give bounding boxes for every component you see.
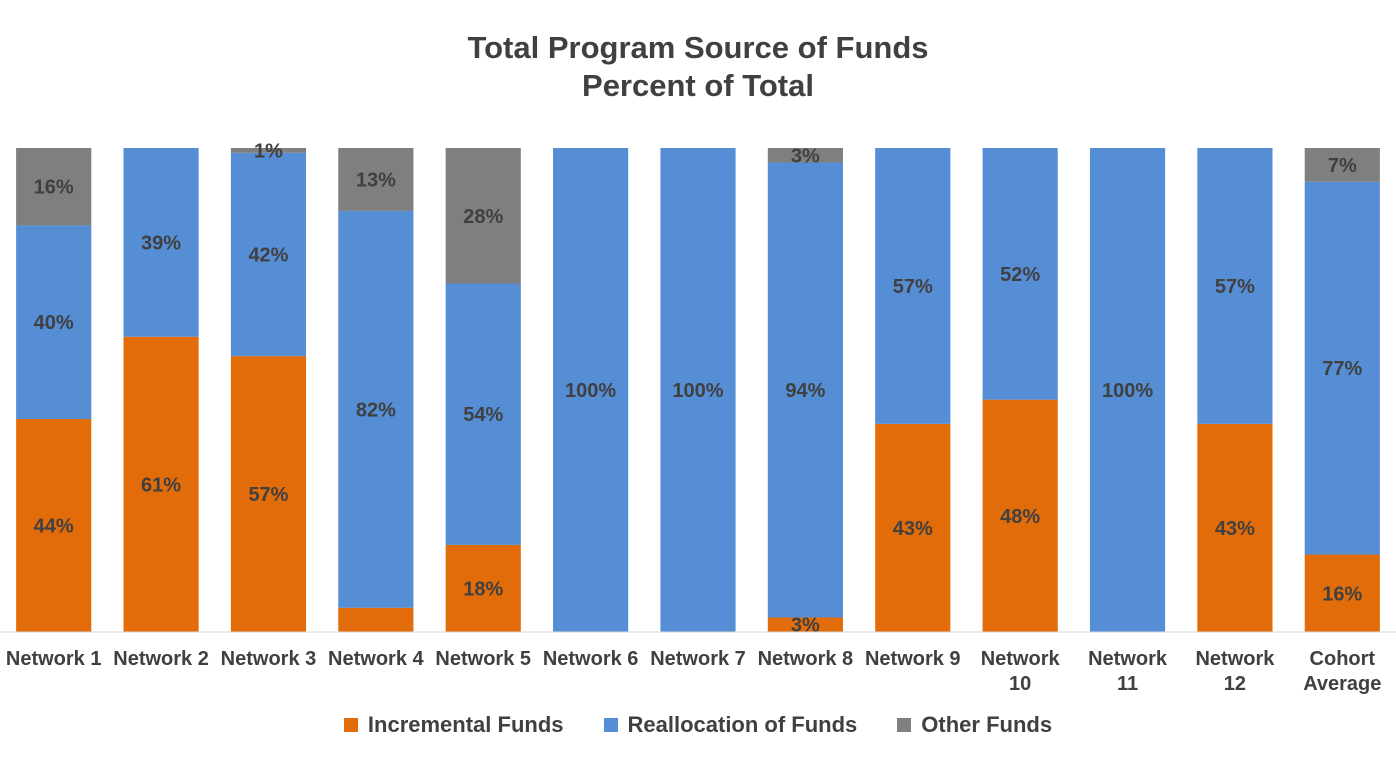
data-label: 18% <box>463 578 503 600</box>
bar-segment <box>445 544 521 632</box>
x-tick-label: Network 6 <box>543 648 639 670</box>
data-label: 42% <box>248 244 288 266</box>
x-tick-label: Network 2 <box>113 648 209 670</box>
x-tick-label: Network 5 <box>435 648 531 670</box>
legend-label-reallocation: Reallocation of Funds <box>627 712 858 737</box>
bar-segment <box>445 148 521 284</box>
bar-segment <box>123 148 199 337</box>
data-label: 16% <box>1322 583 1362 605</box>
data-label: 3% <box>791 145 820 167</box>
bar-segment <box>767 162 843 618</box>
data-label: 77% <box>1322 358 1362 380</box>
chart-subtitle: Percent of Total <box>582 68 814 103</box>
data-label: 82% <box>356 399 396 421</box>
chart-title: Total Program Source of Funds <box>467 30 929 65</box>
bar-segment <box>16 225 92 420</box>
x-tick-label: Network 3 <box>221 648 317 670</box>
bar-segment <box>230 356 307 632</box>
data-label: 43% <box>893 518 933 540</box>
x-tick-label: Network 7 <box>650 648 746 670</box>
x-tick-label: Network <box>1195 648 1275 670</box>
bar-segment <box>1304 181 1380 555</box>
stacked-bar-chart: 44% 40% 16% Network 1 61% 39% Network 2 57% 42% 1… <box>0 140 1396 695</box>
x-tick-label: Network <box>1088 648 1168 670</box>
data-label: 1% <box>254 140 283 162</box>
data-label: 54% <box>463 404 503 426</box>
data-label: 43% <box>1215 518 1255 540</box>
x-tick-label: Network 9 <box>865 648 961 670</box>
bar-segment <box>767 617 843 632</box>
bar-segment <box>230 148 307 153</box>
bar-segment <box>1089 148 1166 632</box>
bar-segment <box>660 148 736 632</box>
bar-segment <box>16 419 92 632</box>
x-tick-label: 12 <box>1224 673 1246 695</box>
bar-segment <box>767 148 843 163</box>
legend-swatch-reallocation <box>603 718 618 732</box>
bar-segment <box>1197 423 1273 632</box>
data-label: 16% <box>34 177 74 199</box>
legend: Incremental Funds Reallocation of Funds … <box>0 712 1396 738</box>
bar-segment <box>338 607 414 632</box>
legend-item-other: Other Funds <box>897 712 1052 738</box>
legend-swatch-incremental <box>343 718 358 732</box>
bar-segment <box>123 336 199 632</box>
x-tick-label: Network 1 <box>6 648 102 670</box>
data-label: 57% <box>1215 276 1255 298</box>
bar-segment <box>875 148 951 424</box>
data-label: 28% <box>463 206 503 228</box>
data-label: 39% <box>141 232 181 254</box>
data-label: 44% <box>34 516 74 538</box>
bar-segment <box>1304 554 1380 632</box>
bar-segment <box>553 148 629 632</box>
legend-label-other: Other Funds <box>921 712 1053 737</box>
bar-segment <box>338 210 414 608</box>
data-label: 100% <box>1102 380 1153 402</box>
legend-label-incremental: Incremental Funds <box>367 712 564 737</box>
data-label: 61% <box>141 474 181 496</box>
data-label: 100% <box>565 380 616 402</box>
x-tick-label: 10 <box>1009 673 1031 695</box>
legend-swatch-other <box>897 718 912 732</box>
bar-segment <box>445 283 521 545</box>
bar-segment <box>982 148 1058 400</box>
x-tick-label: Network <box>981 648 1061 670</box>
bar-segment <box>16 148 92 226</box>
legend-item-incremental: Incremental Funds <box>343 712 564 738</box>
data-label: 3% <box>791 615 820 637</box>
x-tick-label: 11 <box>1117 673 1138 695</box>
data-label: 52% <box>1000 264 1040 286</box>
data-label: 48% <box>1000 506 1040 528</box>
x-tick-label: Cohort <box>1310 648 1376 670</box>
data-label: 57% <box>248 484 288 506</box>
bar-segment <box>230 152 307 357</box>
bar-segment <box>1304 148 1380 182</box>
data-label: 13% <box>356 169 396 191</box>
data-label: 100% <box>672 380 723 402</box>
bar-segment <box>1197 148 1273 424</box>
data-label: 57% <box>893 276 933 298</box>
bar-segment <box>338 148 414 211</box>
data-label: 94% <box>785 380 825 402</box>
legend-item-reallocation: Reallocation of Funds <box>603 712 858 738</box>
x-tick-label: Network 4 <box>328 648 424 670</box>
data-label: 40% <box>34 312 74 334</box>
data-label: 7% <box>1328 155 1357 177</box>
bar-segment <box>982 399 1058 632</box>
x-tick-label: Network 8 <box>758 648 854 670</box>
x-tick-label: Average <box>1303 673 1381 695</box>
bar-segment <box>875 423 951 632</box>
